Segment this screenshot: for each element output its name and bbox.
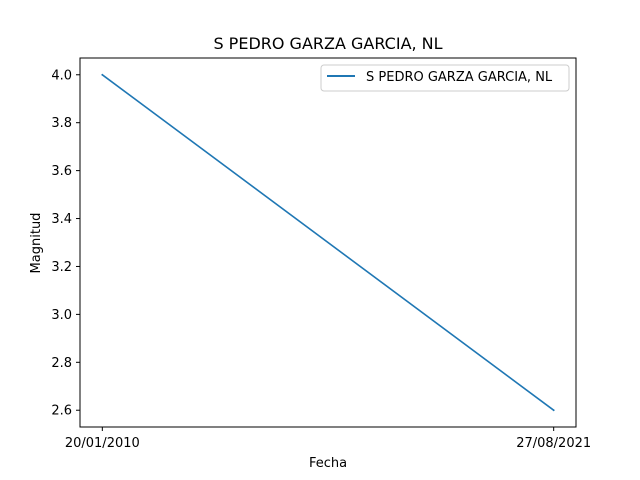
series-line: [101, 73, 555, 412]
y-tick-label: 2.6: [51, 404, 72, 419]
chart-title: S PEDRO GARZA GARCIA, NL: [213, 34, 442, 53]
legend: S PEDRO GARZA GARCIA, NL: [320, 64, 570, 92]
data-point: [101, 73, 104, 76]
y-tick-label: 3.8: [51, 116, 72, 131]
x-tick-label: 20/01/2010: [65, 436, 140, 451]
x-axis: 20/01/2010 27/08/2021: [65, 427, 591, 451]
data-point: [552, 409, 555, 412]
legend-label: S PEDRO GARZA GARCIA, NL: [366, 70, 553, 85]
plot-area: [79, 57, 577, 428]
y-tick-label: 3.4: [51, 212, 72, 227]
x-axis-label: Fecha: [309, 456, 347, 471]
y-axis: 2.6 2.8 3.0 3.2 3.4 3.6 3.8 4.0: [51, 68, 80, 419]
x-tick-label: 27/08/2021: [516, 436, 591, 451]
legend-box: [320, 64, 570, 92]
y-tick-label: 2.8: [51, 356, 72, 371]
series-layer: [101, 73, 555, 412]
y-tick-label: 4.0: [51, 68, 72, 83]
y-tick-label: 3.6: [51, 164, 72, 179]
y-axis-label: Magnitud: [29, 213, 44, 274]
y-tick-label: 3.2: [51, 260, 72, 275]
y-tick-label: 3.0: [51, 308, 72, 323]
